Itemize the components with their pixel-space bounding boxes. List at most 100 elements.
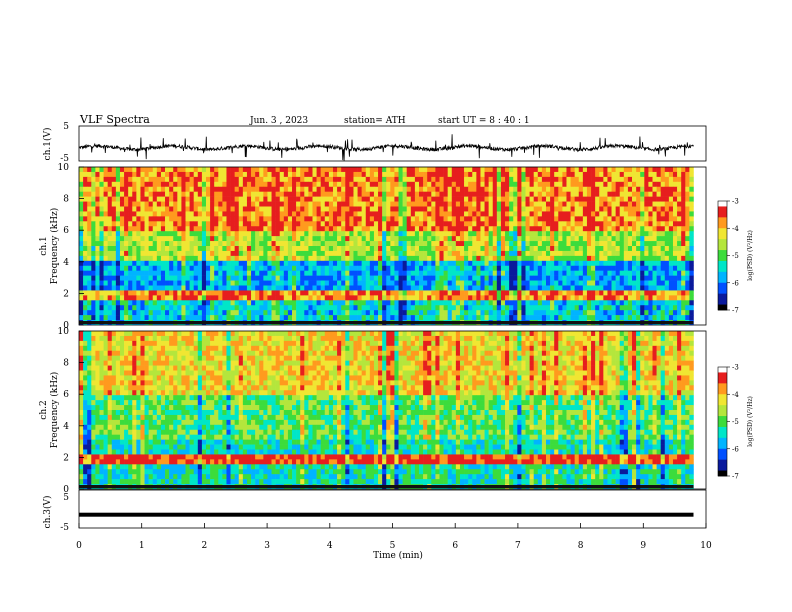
spectrogram-cell — [521, 181, 526, 188]
spectrogram-cell — [521, 236, 526, 242]
spectrogram-cell — [111, 196, 117, 202]
spectrogram-cell — [496, 167, 502, 173]
spectrogram-cell — [689, 285, 694, 291]
spectrogram-cell — [238, 315, 244, 321]
spectrogram-cell — [312, 275, 317, 281]
spectrogram-cell — [419, 290, 424, 296]
spectrogram-cell — [652, 206, 657, 212]
spectrogram-cell — [148, 221, 154, 227]
spectrogram-cell — [287, 295, 293, 301]
spectrogram-cell — [111, 221, 117, 227]
spectrogram-cell — [197, 201, 203, 207]
spectrogram-cell — [505, 236, 510, 242]
spectrogram-cell — [341, 171, 346, 178]
spectrogram-cell — [91, 226, 96, 232]
spectrogram-cell — [128, 181, 133, 188]
ytick-label: 10 — [58, 163, 70, 173]
spectrogram-cell — [160, 246, 166, 252]
spectrogram-cell — [185, 265, 190, 271]
spectrogram-cell — [439, 255, 444, 262]
spectrogram-cell — [648, 171, 653, 178]
spectrogram-cell — [427, 171, 432, 178]
spectrogram-cell — [611, 231, 616, 237]
spectrogram-cell — [173, 176, 178, 183]
spectrogram-cell — [83, 335, 88, 342]
spectrogram-cell — [373, 241, 379, 247]
spectrogram-cell — [201, 285, 207, 291]
spectrogram-cell — [242, 206, 248, 212]
spectrogram-cell — [267, 167, 272, 173]
spectrogram-cell — [451, 280, 457, 286]
spectrogram-cell — [312, 226, 317, 232]
spectrogram-cell — [529, 186, 534, 192]
spectrogram-cell — [234, 246, 240, 252]
spectrogram-cell — [537, 226, 543, 232]
spectrogram-cell — [332, 250, 338, 257]
spectrogram-cell — [492, 250, 498, 257]
spectrogram-cell — [500, 196, 506, 202]
spectrogram-cell — [304, 280, 309, 286]
spectrogram-cell — [308, 310, 313, 316]
spectrogram-cell — [578, 201, 584, 207]
spectrogram-cell — [148, 260, 154, 267]
spectrogram-cell — [160, 250, 166, 257]
spectrogram-cell — [394, 250, 399, 257]
spectrogram-cell — [312, 315, 317, 321]
spectrogram-cell — [652, 226, 657, 232]
spectrogram-cell — [427, 270, 432, 276]
spectrogram-cell — [369, 231, 375, 237]
spectrogram-cell — [169, 250, 174, 257]
spectrogram-cell — [627, 280, 633, 286]
spectrogram-cell — [517, 231, 522, 237]
spectrogram-cell — [189, 285, 194, 291]
spectrogram-cell — [410, 310, 416, 316]
spectrogram-cell — [197, 221, 203, 227]
spectrogram-cell — [238, 167, 244, 173]
spectrogram-cell — [398, 176, 403, 183]
spectrogram-cell — [386, 167, 391, 173]
spectrogram-cell — [689, 191, 694, 197]
spectrogram-cell — [267, 171, 272, 178]
spectrogram-cell — [586, 265, 592, 271]
spectrogram-cell — [156, 280, 162, 286]
spectrogram-cell — [677, 300, 682, 306]
spectrogram-cell — [492, 221, 498, 227]
spectrogram-cell — [533, 295, 539, 301]
spectrogram-cell — [242, 186, 248, 192]
spectrogram-cell — [636, 265, 641, 271]
spectrogram-cell — [349, 315, 354, 321]
spectrogram-cell — [160, 295, 166, 301]
spectrogram-cell — [132, 216, 137, 222]
spectrogram-cell — [599, 295, 604, 301]
spectrogram-cell — [189, 315, 194, 321]
spectrogram-cell — [201, 176, 207, 183]
spectrogram-cell — [107, 186, 113, 192]
spectrogram-cell — [685, 241, 690, 247]
spectrogram-cell — [517, 181, 522, 188]
spectrogram-cell — [193, 246, 199, 252]
spectrogram-cell — [480, 305, 485, 311]
spectrogram-cell — [341, 216, 346, 222]
spectrogram-cell — [177, 221, 182, 227]
spectrogram-cell — [578, 211, 584, 217]
spectrogram-cell — [488, 216, 494, 222]
spectrogram-cell — [685, 221, 690, 227]
spectrogram-cell — [451, 231, 457, 237]
spectrogram-cell — [509, 176, 514, 183]
spectrogram-cell — [197, 246, 203, 252]
spectrogram-cell — [283, 270, 289, 276]
spectrogram-cell — [632, 167, 637, 173]
spectrogram-cell — [545, 221, 551, 227]
spectrogram-cell — [91, 221, 96, 227]
spectrogram-cell — [500, 331, 506, 337]
spectrogram-cell — [378, 171, 383, 178]
spectrogram-cell — [148, 196, 154, 202]
spectrogram-cell — [455, 181, 461, 188]
spectrogram-cell — [427, 265, 432, 271]
spectrogram-cell — [447, 216, 453, 222]
spectrogram-cell — [664, 186, 670, 192]
spectrogram-cell — [472, 206, 477, 212]
spectrogram-cell — [664, 231, 670, 237]
spectrogram-cell — [545, 280, 551, 286]
spectrogram-cell — [513, 250, 518, 257]
